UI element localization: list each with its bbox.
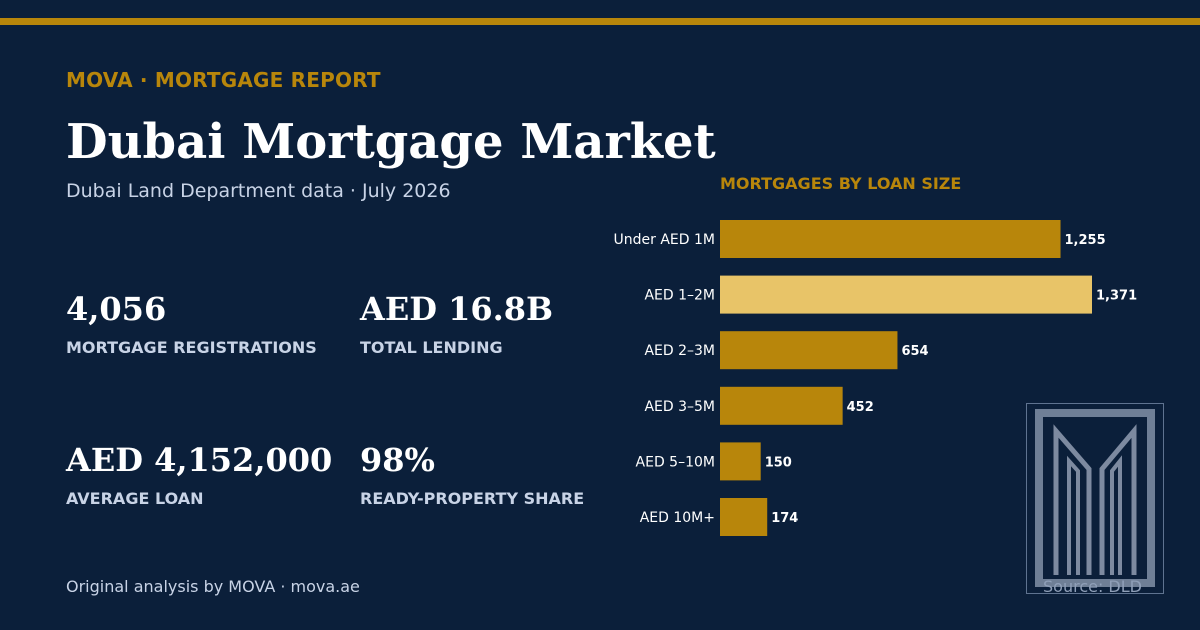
stat-registrations: 4,056 MORTGAGE REGISTRATIONS xyxy=(66,290,317,357)
bar xyxy=(720,386,843,425)
page-title: Dubai Mortgage Market xyxy=(66,114,716,170)
value-label: 452 xyxy=(847,400,874,415)
category-label: AED 1–2M xyxy=(644,288,715,304)
bar xyxy=(720,498,768,536)
footer-source: Source: DLD xyxy=(1043,577,1142,596)
stat-label: READY-PROPERTY SHARE xyxy=(360,489,585,508)
mova-logo-icon xyxy=(1026,403,1164,594)
category-label: AED 3–5M xyxy=(644,399,715,415)
brand-label: MOVA · MORTGAGE REPORT xyxy=(66,68,381,92)
value-label: 1,255 xyxy=(1065,233,1106,248)
stat-value: AED 16.8B xyxy=(360,290,554,328)
category-label: AED 10M+ xyxy=(640,510,715,526)
stat-label: AVERAGE LOAN xyxy=(66,489,204,508)
bar xyxy=(720,331,898,370)
stat-value: 4,056 xyxy=(66,290,167,328)
bar xyxy=(720,442,761,481)
page-subtitle: Dubai Land Department data · July 2026 xyxy=(66,180,451,202)
stat-average-loan: AED 4,152,000 AVERAGE LOAN xyxy=(66,441,332,508)
stat-label: TOTAL LENDING xyxy=(360,338,503,357)
bar xyxy=(720,275,1092,314)
category-label: Under AED 1M xyxy=(614,232,715,248)
category-label: AED 2–3M xyxy=(644,343,715,359)
stat-label: MORTGAGE REGISTRATIONS xyxy=(66,338,317,357)
stat-value: AED 4,152,000 xyxy=(66,441,333,479)
stat-total-lending: AED 16.8B TOTAL LENDING xyxy=(360,290,553,357)
value-label: 174 xyxy=(771,511,798,526)
category-label: AED 5–10M xyxy=(636,454,715,470)
stat-value: 98% xyxy=(360,441,435,479)
top-accent-bar xyxy=(0,18,1200,25)
value-label: 150 xyxy=(765,455,792,470)
value-label: 1,371 xyxy=(1096,289,1137,304)
footer-credit: Original analysis by MOVA · mova.ae xyxy=(66,577,360,596)
stat-ready-property-share: 98% READY-PROPERTY SHARE xyxy=(360,441,584,508)
chart-title: MORTGAGES BY LOAN SIZE xyxy=(720,174,962,193)
bar xyxy=(720,220,1061,258)
value-label: 654 xyxy=(901,344,928,359)
